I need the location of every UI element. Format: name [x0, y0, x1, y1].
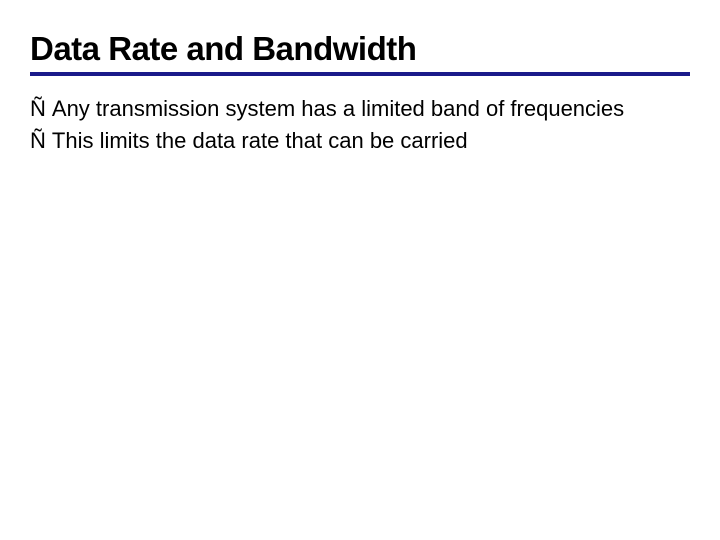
list-item: Ñ This limits the data rate that can be …: [30, 126, 690, 156]
slide-title: Data Rate and Bandwidth: [30, 30, 690, 76]
bullet-text: This limits the data rate that can be ca…: [52, 126, 690, 156]
bullet-marker-icon: Ñ: [30, 94, 46, 124]
bullet-marker-icon: Ñ: [30, 126, 46, 156]
bullet-text: Any transmission system has a limited ba…: [52, 94, 690, 124]
bullet-list: Ñ Any transmission system has a limited …: [30, 94, 690, 155]
list-item: Ñ Any transmission system has a limited …: [30, 94, 690, 124]
